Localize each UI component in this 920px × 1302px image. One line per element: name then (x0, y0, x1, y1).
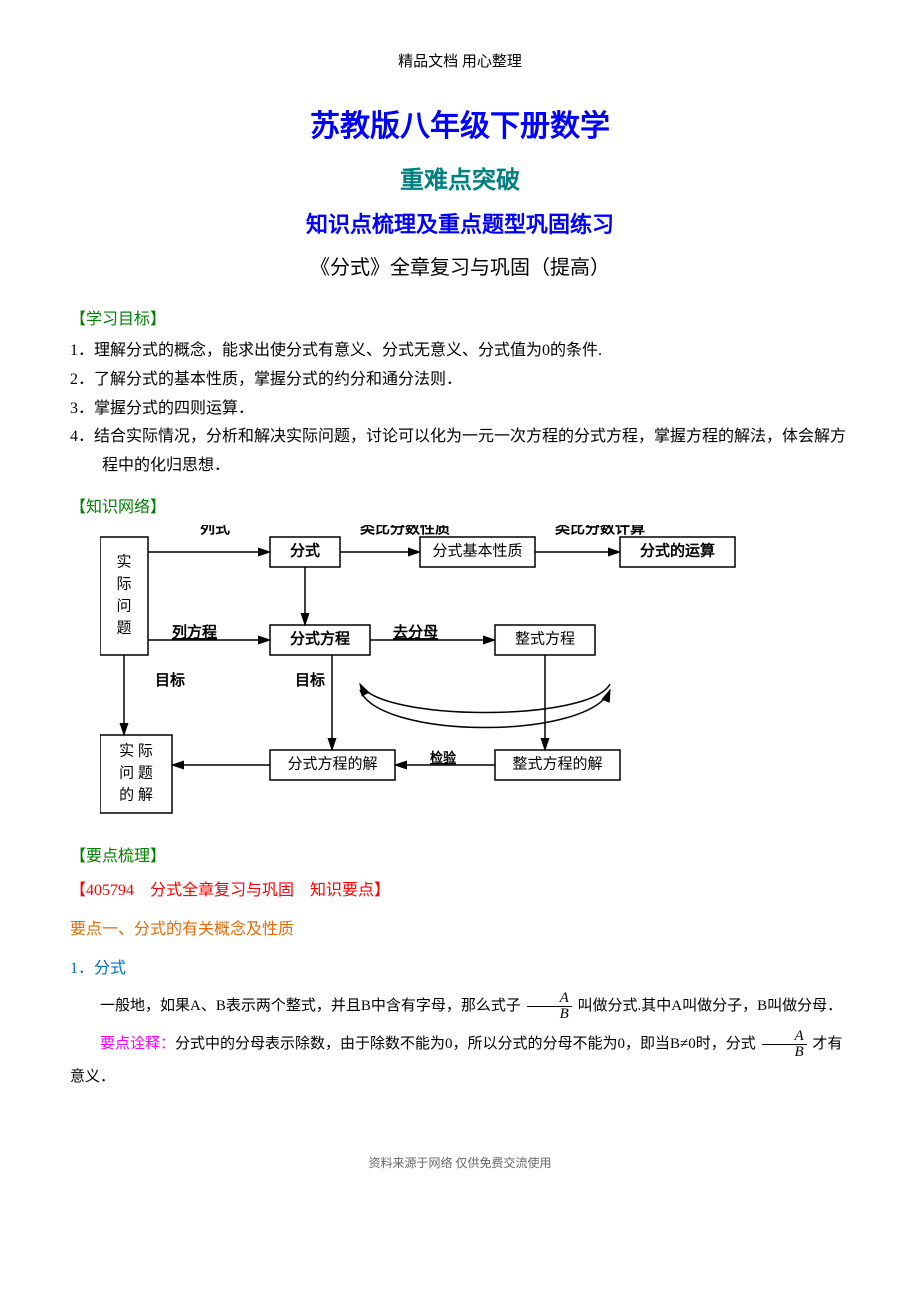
objective-item: 4．结合实际情况，分析和解决实际问题，讨论可以化为一元一次方程的分式方程，掌握方… (102, 423, 850, 481)
point1-para1: 一般地，如果A、B表示两个整式，并且B中含有字母，那么式子 A B 叫做分式.其… (70, 990, 850, 1023)
note-label: 要点诠释： (100, 1036, 175, 1052)
denominator: B (762, 1045, 807, 1060)
para-text: 叫做分式.其中A叫做分子，B叫做分母． (578, 998, 843, 1014)
svg-text:题: 题 (116, 620, 131, 636)
objective-item: 1．理解分式的概念，能求出使分式有意义、分式无意义、分式值为0的条件. (70, 337, 850, 366)
svg-text:问 题: 问 题 (119, 764, 153, 781)
svg-text:整式方程的解: 整式方程的解 (512, 755, 602, 772)
section-objective-head: 【学习目标】 (70, 305, 850, 329)
svg-text:问: 问 (116, 597, 131, 614)
svg-text:分式基本性质: 分式基本性质 (432, 542, 522, 559)
svg-text:类比分数性质: 类比分数性质 (360, 525, 450, 537)
title-main: 苏教版八年级下册数学 (70, 101, 850, 145)
objective-item: 2．了解分式的基本性质，掌握分式的约分和通分法则． (70, 366, 850, 395)
svg-text:列方程: 列方程 (172, 623, 217, 641)
knowledge-diagram: 实际问题 分式 分式基本性质 分式的运算分式方程 整式方程实 际问 题的 解 分式方程的解… (100, 525, 850, 830)
objective-item: 3．掌握分式的四则运算． (70, 395, 850, 424)
title-sub2: 知识点梳理及重点题型巩固练习 (70, 207, 850, 239)
page-header: 精品文档 用心整理 (70, 50, 850, 71)
fraction: A B (527, 991, 572, 1022)
svg-text:的 解: 的 解 (119, 786, 153, 803)
point1-head: 要点一、分式的有关概念及性质 (70, 915, 850, 939)
point1-note: 要点诠释：分式中的分母表示除数，由于除数不能为0，所以分式的分母不能为0，即当B… (70, 1028, 850, 1094)
svg-text:目标: 目标 (155, 671, 185, 689)
para-text: 一般地，如果A、B表示两个整式，并且B中含有字母，那么式子 (100, 998, 521, 1014)
title-sub3: 《分式》全章复习与巩固（提高） (70, 251, 850, 280)
fraction: A B (762, 1029, 807, 1060)
svg-text:实: 实 (116, 553, 131, 570)
svg-text:分式方程: 分式方程 (290, 629, 350, 647)
note-text: 分式中的分母表示除数，由于除数不能为0，所以分式的分母不能为0，即当B≠0时，分… (175, 1036, 756, 1052)
svg-text:分式方程的解: 分式方程的解 (287, 755, 377, 772)
svg-text:去分母: 去分母 (393, 623, 438, 641)
section-outline-head: 【要点梳理】 (70, 842, 850, 866)
red-reference: 【405794 分式全章复习与巩固 知识要点】 (70, 876, 850, 900)
svg-text:整式方程: 整式方程 (515, 630, 575, 647)
denominator: B (527, 1007, 572, 1022)
numerator: A (762, 1029, 807, 1045)
svg-text:列式: 列式 (200, 525, 230, 537)
section-network-head: 【知识网络】 (70, 493, 850, 517)
objective-list: 1．理解分式的概念，能求出使分式有意义、分式无意义、分式值为0的条件. 2．了解… (70, 337, 850, 481)
svg-text:实 际: 实 际 (119, 742, 153, 759)
svg-text:分式的运算: 分式的运算 (640, 541, 715, 559)
svg-text:目标: 目标 (295, 671, 325, 689)
point1-sub: 1．分式 (70, 954, 850, 978)
title-sub1: 重难点突破 (70, 160, 850, 195)
svg-text:际: 际 (116, 575, 131, 592)
svg-text:检验: 检验 (430, 750, 457, 765)
numerator: A (527, 991, 572, 1007)
svg-text:分式: 分式 (290, 541, 320, 559)
page-footer: 资料来源于网络 仅供免费交流使用 (70, 1154, 850, 1171)
svg-text:类比分数计算: 类比分数计算 (555, 525, 645, 537)
